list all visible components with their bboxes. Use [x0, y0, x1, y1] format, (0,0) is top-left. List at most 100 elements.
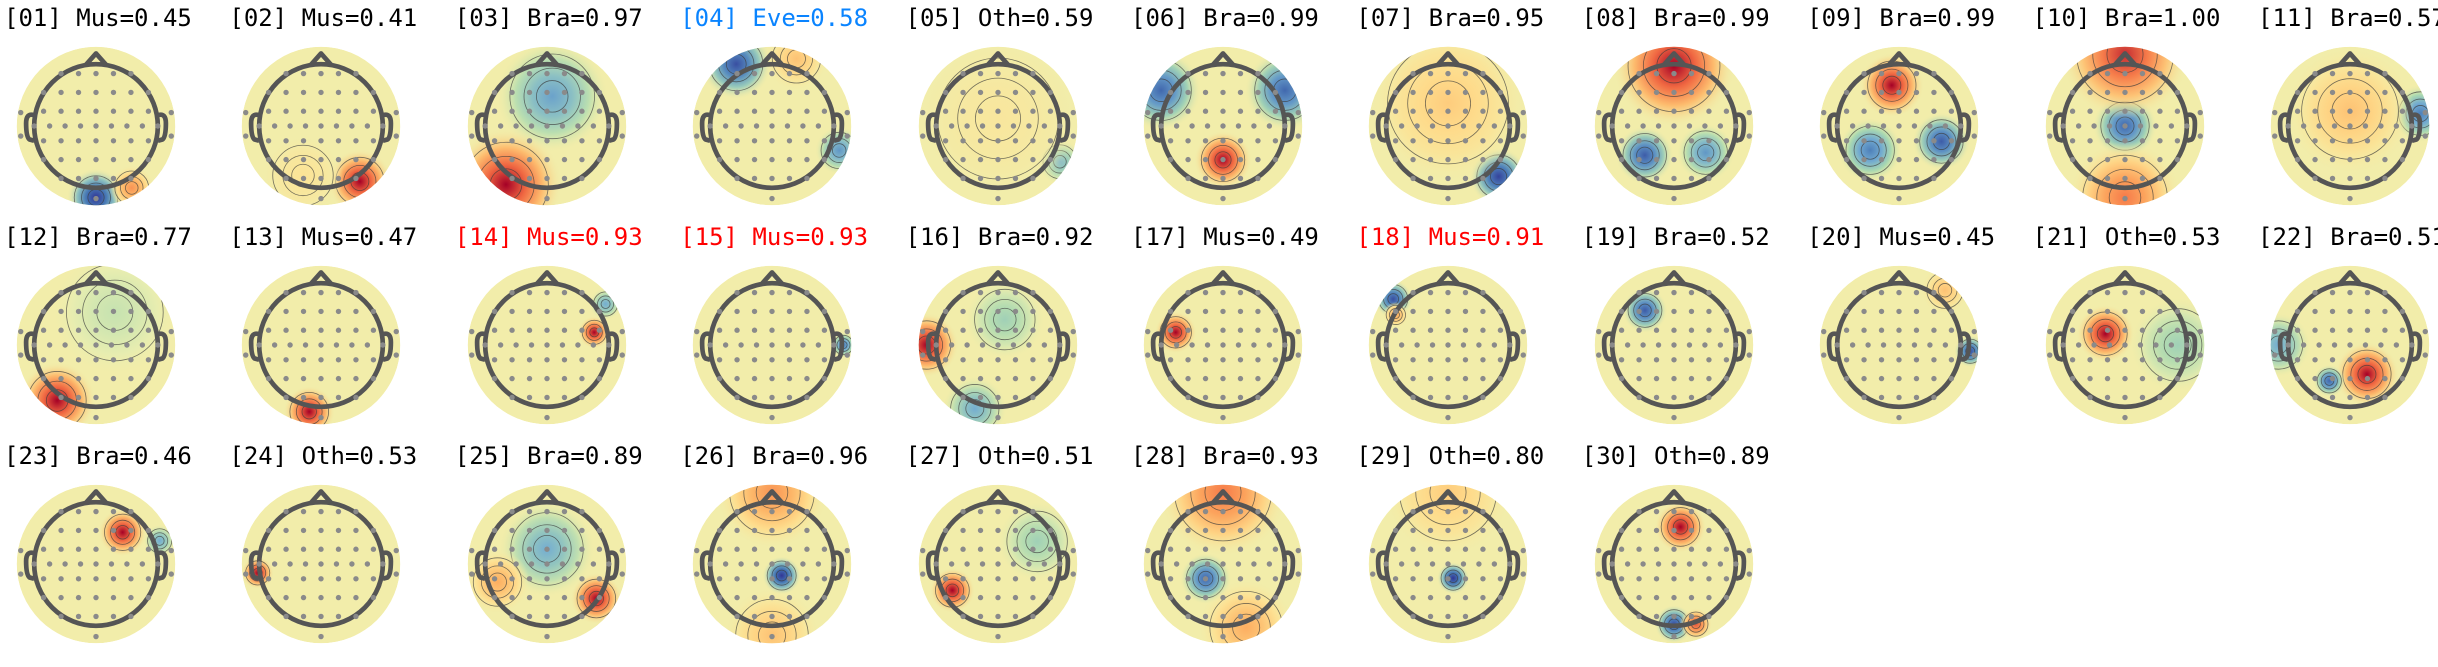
electrode-dot — [544, 195, 550, 202]
electrode-dot — [804, 527, 810, 534]
left-ear-outline — [1601, 331, 1613, 363]
electrode-dot — [2121, 195, 2128, 202]
electrode-dot — [1636, 70, 1642, 77]
electrode-dot — [318, 156, 325, 163]
contour-line — [1386, 304, 1407, 325]
electrode-dot — [2086, 357, 2093, 363]
electrode-dot — [1688, 108, 1694, 114]
electrode-dot — [75, 375, 82, 382]
electrode-dot — [1012, 357, 1018, 363]
electrode-dot — [509, 576, 515, 582]
electrode-dot — [145, 594, 152, 601]
electrode-dot — [128, 576, 134, 582]
electrode-dot — [1636, 527, 1642, 534]
electrode-dot — [1463, 289, 1469, 296]
electrode-dot — [2086, 289, 2093, 296]
electrode-dot — [1237, 156, 1244, 163]
electrode-dot — [942, 594, 948, 601]
electrode-dot — [769, 70, 775, 77]
electrode-dot — [139, 123, 146, 129]
electrode-dot — [491, 546, 498, 552]
electrode-dot — [2329, 308, 2336, 315]
electrode-dot — [336, 289, 342, 296]
electrode-dot — [353, 108, 360, 114]
electrode-dot — [1012, 613, 1018, 620]
electrode-dot — [2121, 342, 2128, 348]
electrode-dot — [75, 156, 82, 163]
electrode-dot — [1185, 527, 1191, 534]
electrode-dot — [371, 594, 377, 601]
electrode-dot — [1618, 546, 1625, 552]
electrode-dot — [145, 308, 152, 315]
electrode-dot — [1220, 308, 1226, 315]
contour-line — [983, 298, 1025, 341]
electrode-dot — [2378, 123, 2384, 129]
electrode-dot — [786, 308, 793, 315]
electrode-dot — [1498, 375, 1504, 382]
electrode-dot — [2139, 327, 2145, 333]
electrode-dot — [1295, 571, 1301, 577]
electrode-dot — [1896, 394, 1902, 401]
electrode-dot — [2347, 89, 2353, 96]
electrode-dot — [371, 327, 377, 333]
electrode-dot — [2272, 352, 2278, 358]
electrode-dot — [1688, 527, 1694, 534]
electrode-dot — [1393, 527, 1399, 534]
electrode-dot — [110, 357, 117, 363]
electrode-dot — [1671, 508, 1677, 515]
electrode-dot — [717, 156, 723, 163]
electrode-dot — [1185, 576, 1191, 582]
electrode-dot — [2183, 123, 2190, 129]
electrode-dot — [40, 546, 47, 552]
electrode-dot — [1393, 357, 1399, 363]
contour-line — [2316, 368, 2342, 394]
electrode-dot — [1948, 108, 1955, 114]
electrode-dot — [266, 327, 272, 333]
electrode-dot — [482, 342, 488, 348]
electrode-dot — [994, 195, 1001, 202]
electrode-dot — [1185, 613, 1191, 620]
contour-line — [1860, 140, 1880, 160]
electrode-dot — [1653, 327, 1660, 333]
component-cell: [13] Mus=0.47 — [229, 223, 454, 433]
electrode-dot — [2104, 89, 2110, 96]
electrode-dot — [2329, 156, 2336, 163]
electrode-dot — [2364, 308, 2371, 315]
electrode-dot — [468, 352, 475, 358]
electrode-dot — [1428, 175, 1434, 182]
electrode-dot — [948, 123, 954, 129]
scalp-topomap — [692, 484, 852, 644]
electrode-dot — [1879, 375, 1885, 382]
electrode-dot — [2139, 175, 2145, 182]
electrode-dot — [1272, 138, 1279, 144]
left-ear-outline — [249, 112, 261, 144]
contour-line — [1025, 529, 1049, 554]
electrode-dot — [318, 594, 325, 601]
electrode-dot — [526, 375, 533, 382]
electrode-dot — [2174, 357, 2180, 363]
scalp-topomap — [242, 46, 401, 206]
activation-blob — [2076, 304, 2135, 363]
electrode-dot — [1266, 561, 1273, 567]
electrode-dot — [1070, 109, 1076, 116]
electrode-dot — [800, 561, 806, 567]
electrode-dot — [1861, 89, 1867, 96]
electrode-dot — [977, 594, 983, 601]
electrode-dot — [596, 156, 602, 163]
contour-line — [1198, 570, 1214, 587]
electrode-dot — [2069, 108, 2075, 114]
electrode-dot — [287, 342, 294, 348]
electrode-dot — [561, 70, 567, 77]
electrode-dot — [1653, 138, 1660, 144]
electrode-dot — [769, 327, 775, 333]
electrode-dot — [509, 357, 515, 363]
electrode-dot — [2121, 289, 2128, 296]
electrode-dot — [145, 576, 152, 582]
contour-line — [1875, 68, 1909, 102]
electrode-dot — [1383, 123, 1390, 129]
electrode-dot — [1295, 547, 1301, 554]
electrode-dot — [1498, 546, 1504, 552]
electrode-dot — [1971, 133, 1978, 139]
electrode-dot — [1688, 613, 1694, 620]
electrode-dot — [110, 308, 117, 315]
